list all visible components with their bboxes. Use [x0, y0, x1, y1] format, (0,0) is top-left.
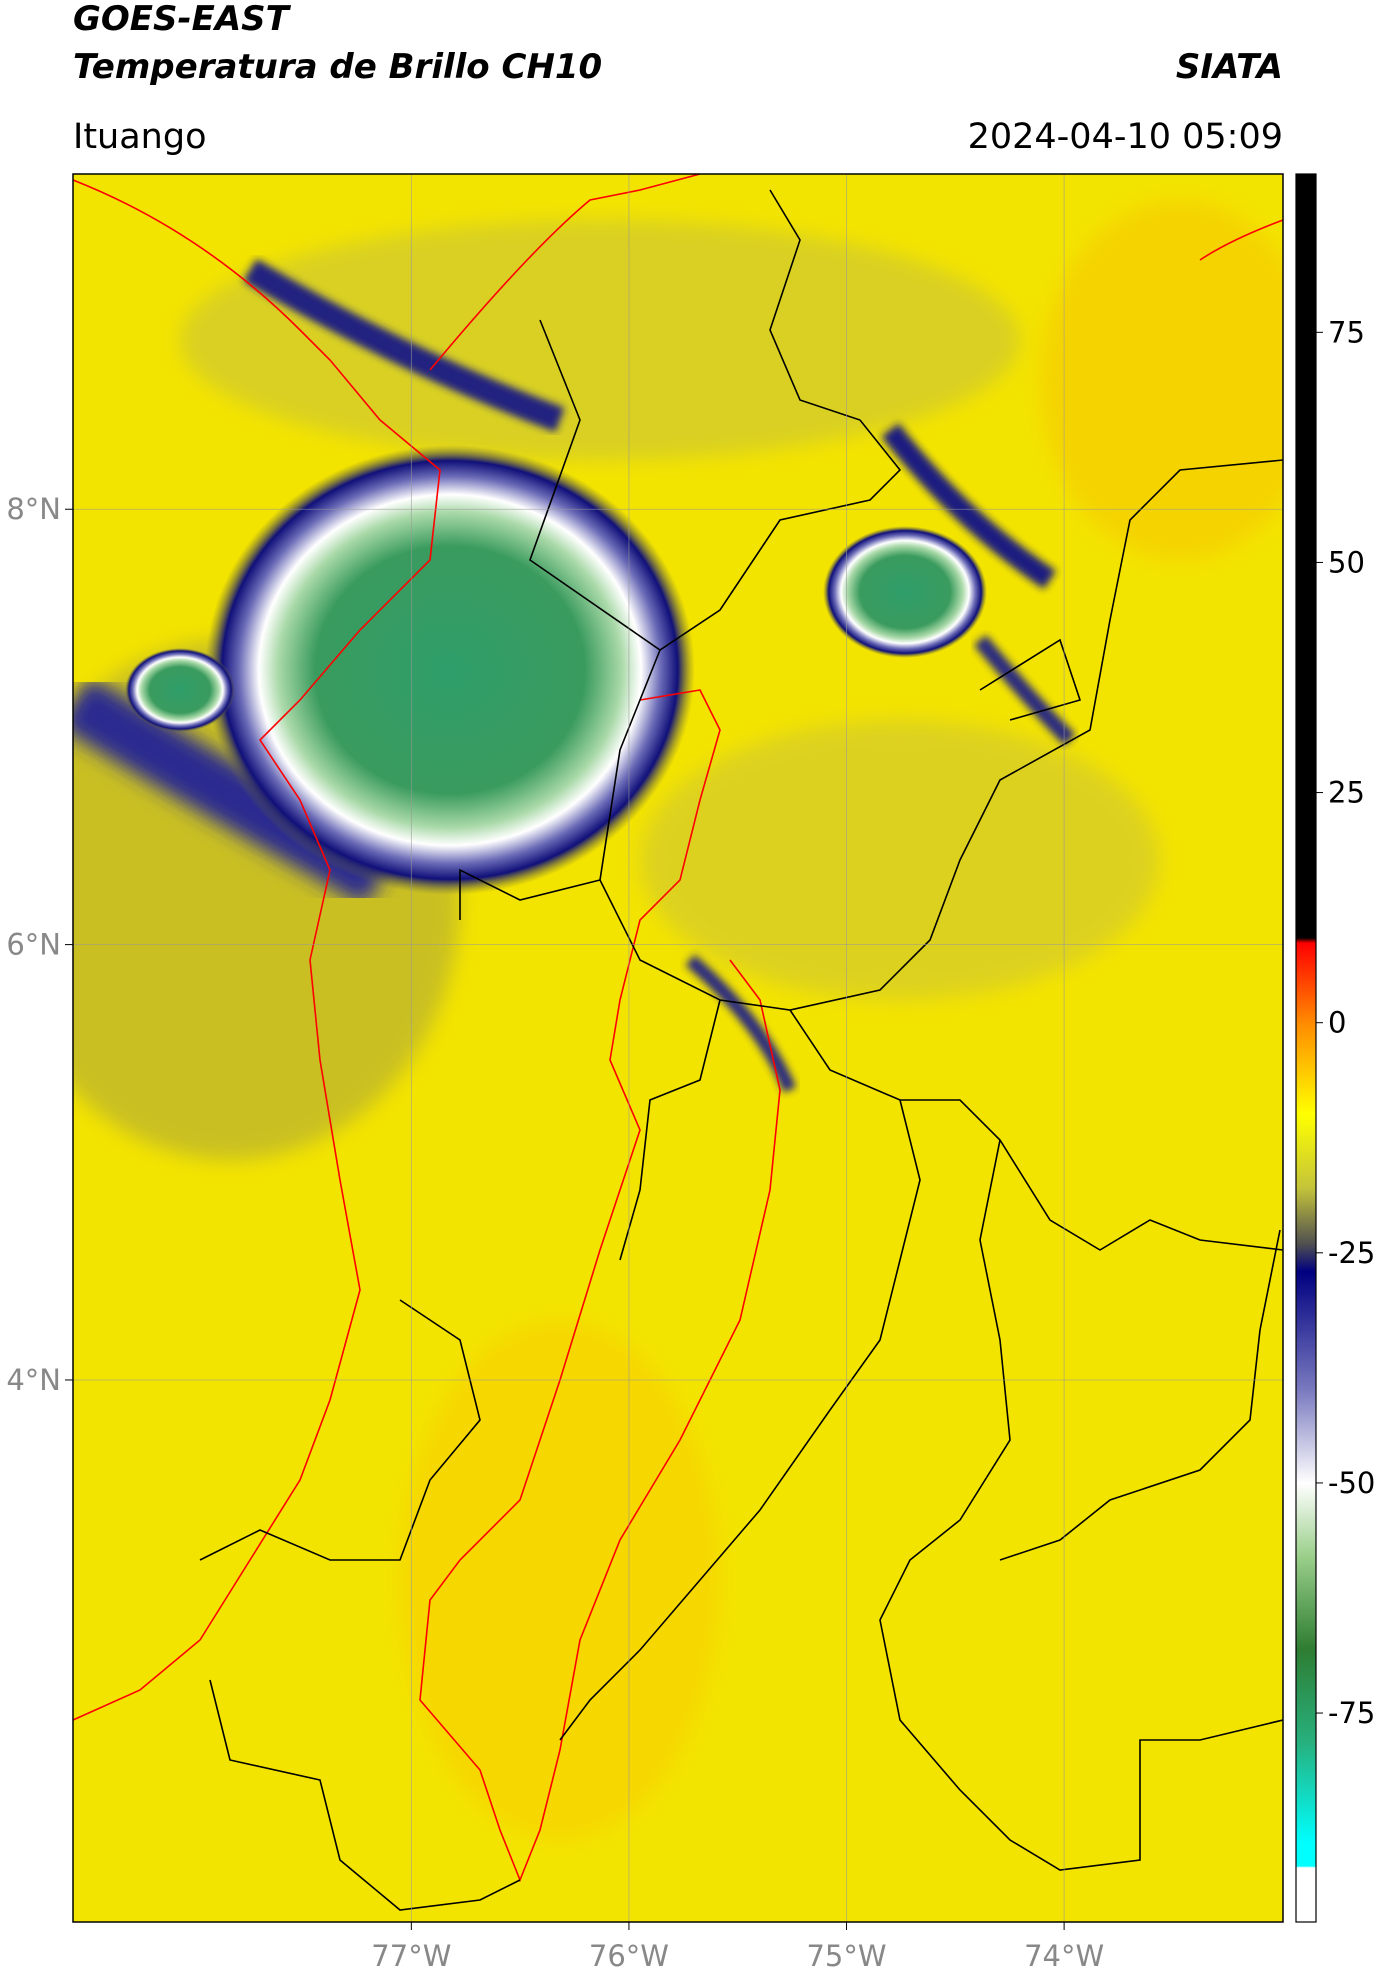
- location: Ituango: [73, 117, 207, 157]
- map-frame: [72, 173, 1284, 1923]
- map-image: [73, 174, 1283, 1922]
- datetime: 2024-04-10 05:09: [968, 117, 1283, 157]
- grid: [73, 174, 1283, 1922]
- colorbar-tick-label: -75: [1328, 1696, 1375, 1730]
- x-tick-label: 76°W: [589, 1939, 669, 1973]
- ticks: 77°W 76°W 75°W 74°W 8°N 6°N 4°N 75 50 25 0 -25 -50 -7…: [6, 315, 1375, 1973]
- colorbar-tick-label: -50: [1328, 1466, 1375, 1500]
- colorbar-tick-label: -25: [1328, 1236, 1375, 1270]
- colorbar: [1295, 173, 1317, 1923]
- title: GOES-EAST: [73, 0, 292, 39]
- x-tick-label: 77°W: [371, 1939, 451, 1973]
- colorbar-tick-label: 50: [1328, 545, 1365, 579]
- source: SIATA: [1176, 47, 1283, 87]
- x-tick-label: 75°W: [806, 1939, 886, 1973]
- subtitle: Temperatura de Brillo CH10: [73, 47, 602, 87]
- colorbar-tick-label: 75: [1328, 315, 1365, 349]
- y-tick-label: 8°N: [6, 492, 61, 526]
- y-tick-label: 6°N: [6, 928, 61, 962]
- colorbar-tick-label: 25: [1328, 776, 1365, 810]
- x-tick-label: 74°W: [1024, 1939, 1104, 1973]
- colorbar-tick-label: 0: [1328, 1006, 1346, 1040]
- y-tick-label: 4°N: [6, 1363, 61, 1397]
